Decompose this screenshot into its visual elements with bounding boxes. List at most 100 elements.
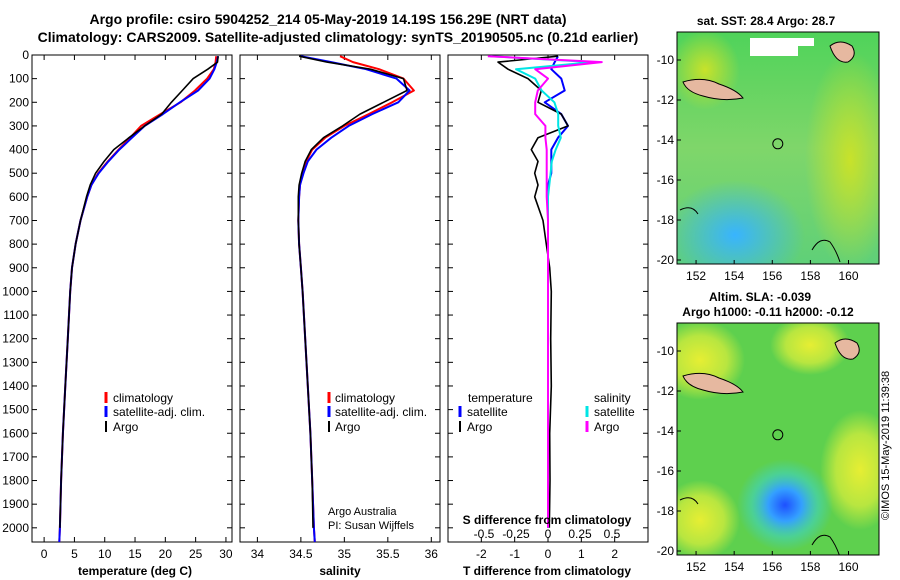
imos-timestamp: ©IMOS 15-May-2019 11:39:38 <box>880 370 892 520</box>
t-difference-axis-label: T difference from climatology <box>463 564 631 578</box>
s-difference-tick-labels: -0.5 -0.25 0 0.25 0.5 <box>474 527 621 541</box>
x-tick-label: 10 <box>98 547 112 561</box>
depth-tick-label: 200 <box>9 95 29 109</box>
sst-map-x-ticks: 152 154 156 158 160 <box>686 260 859 283</box>
depth-tick-label: 1200 <box>2 332 29 346</box>
map-x-tick-label: 154 <box>724 560 744 574</box>
legend-label-satellite: satellite-adj. clim. <box>335 405 427 419</box>
series-line-t-argo <box>497 55 569 528</box>
legend-label-s-argo: Argo <box>594 420 620 434</box>
s-diff-tick-label: -0.5 <box>474 527 495 541</box>
temperature-legend: climatology satellite-adj. clim. Argo <box>104 391 205 434</box>
map-y-tick-label: -14 <box>657 424 675 438</box>
salinity-series-lines <box>297 55 415 543</box>
x-tick-label: 20 <box>159 547 173 561</box>
sst-map-panel: sat. SST: 28.4 Argo: 28.7 152 154 156 158 16… <box>657 14 880 283</box>
difference-depth-ticks <box>448 54 648 529</box>
x-tick-label: 34 <box>251 547 265 561</box>
legend-label-argo: Argo <box>113 420 139 434</box>
map-y-tick-label: -12 <box>657 384 675 398</box>
x-tick-label: 34.5 <box>289 547 313 561</box>
x-tick-label: -1 <box>509 547 520 561</box>
sla-map-title: Altim. SLA: -0.039 <box>709 290 811 304</box>
figure-title-line2: Climatology: CARS2009. Satellite-adjuste… <box>38 29 639 45</box>
map-x-tick-label: 156 <box>762 560 782 574</box>
s-diff-tick-label: 0 <box>545 527 552 541</box>
series-line-argo <box>297 55 408 528</box>
depth-tick-label: 1100 <box>3 308 29 322</box>
sst-map-field <box>677 32 879 264</box>
s-difference-axis-label: S difference from climatology <box>463 513 632 527</box>
salinity-plot-frame <box>239 54 441 543</box>
map-x-tick-label: 152 <box>686 560 706 574</box>
depth-tick-label: 600 <box>9 190 29 204</box>
s-diff-tick-label: 0.5 <box>604 527 621 541</box>
s-diff-tick-label: -0.25 <box>502 527 530 541</box>
depth-tick-label: 1700 <box>2 450 29 464</box>
map-y-tick-label: -18 <box>657 213 675 227</box>
temperature-series-lines <box>58 55 220 543</box>
legend-label-s-satellite: satellite <box>594 405 635 419</box>
legend-title-temperature: temperature <box>468 391 533 405</box>
x-tick-label: 35 <box>338 547 352 561</box>
x-tick-label: 2 <box>611 547 618 561</box>
depth-tick-label: 1900 <box>2 497 29 511</box>
temperature-x-ticks: 0 5 10 15 20 25 30 <box>41 55 233 561</box>
series-line-s-argo <box>487 55 603 528</box>
salinity-legend: climatology satellite-adj. clim. Argo <box>327 391 427 434</box>
sla-map-frame <box>676 322 880 556</box>
depth-tick-label: 800 <box>9 237 29 251</box>
map-y-tick-label: -20 <box>657 544 675 558</box>
depth-tick-label: 1300 <box>2 355 29 369</box>
sla-float-position-marker <box>772 429 784 441</box>
map-x-tick-label: 152 <box>686 269 706 283</box>
legend-label-climatology: climatology <box>113 391 173 405</box>
s-diff-tick-label: 0.25 <box>568 527 592 541</box>
map-y-tick-label: -16 <box>657 464 675 478</box>
depth-axis-ticks: 0 100 200 300 400 500 600 700 800 900 1000 1100 1200… <box>2 48 232 535</box>
map-x-tick-label: 156 <box>762 269 782 283</box>
depth-tick-label: 100 <box>9 72 29 86</box>
sst-float-position-marker <box>772 138 784 150</box>
depth-tick-label: 700 <box>9 213 29 227</box>
sst-map-frame <box>676 31 880 265</box>
x-tick-label: 25 <box>189 547 203 561</box>
map-y-tick-label: -10 <box>657 344 675 358</box>
x-tick-label: -2 <box>476 547 487 561</box>
map-y-tick-label: -12 <box>657 93 675 107</box>
sla-map-panel: Altim. SLA: -0.039 Argo h1000: -0.11 h20… <box>657 290 880 574</box>
x-tick-label: 1 <box>578 547 585 561</box>
legend-label-t-argo: Argo <box>467 420 493 434</box>
map-x-tick-label: 160 <box>838 560 858 574</box>
difference-profile-panel: -2 -1 0 1 2 temperature salinity satellite A… <box>447 54 649 578</box>
legend-title-salinity: salinity <box>594 391 631 405</box>
map-x-tick-label: 154 <box>724 269 744 283</box>
sst-map-title: sat. SST: 28.4 Argo: 28.7 <box>697 14 836 28</box>
x-tick-label: 5 <box>71 547 78 561</box>
legend-label-satellite: satellite-adj. clim. <box>113 405 205 419</box>
x-tick-label: 15 <box>128 547 142 561</box>
credit-pi: PI: Susan Wijffels <box>328 520 414 532</box>
figure-title-line1: Argo profile: csiro 5904252_214 05-May-2… <box>89 11 566 27</box>
series-line-argo <box>59 56 219 528</box>
map-x-tick-label: 160 <box>838 269 858 283</box>
depth-tick-label: 1600 <box>2 426 29 440</box>
map-y-tick-label: -20 <box>657 253 675 267</box>
sla-map-y-ticks: -10 -12 -14 -16 -18 -20 <box>657 344 681 558</box>
salinity-axis-label: salinity <box>319 564 361 578</box>
depth-tick-label: 1000 <box>2 284 29 298</box>
x-tick-label: 35.5 <box>376 547 400 561</box>
depth-tick-label: 0 <box>22 48 29 62</box>
difference-series-lines <box>487 55 603 528</box>
difference-legend: temperature salinity satellite Argo sate… <box>458 391 635 434</box>
map-y-tick-label: -14 <box>657 133 675 147</box>
salinity-x-ticks: 34 34.5 35 35.5 36 <box>251 55 438 561</box>
x-tick-label: 0 <box>41 547 48 561</box>
map-y-tick-label: -18 <box>657 504 675 518</box>
sla-map-x-ticks: 152 154 156 158 160 <box>686 551 859 574</box>
depth-tick-label: 500 <box>9 166 29 180</box>
map-x-tick-label: 158 <box>800 269 820 283</box>
depth-tick-label: 400 <box>9 143 29 157</box>
x-tick-label: 30 <box>219 547 233 561</box>
